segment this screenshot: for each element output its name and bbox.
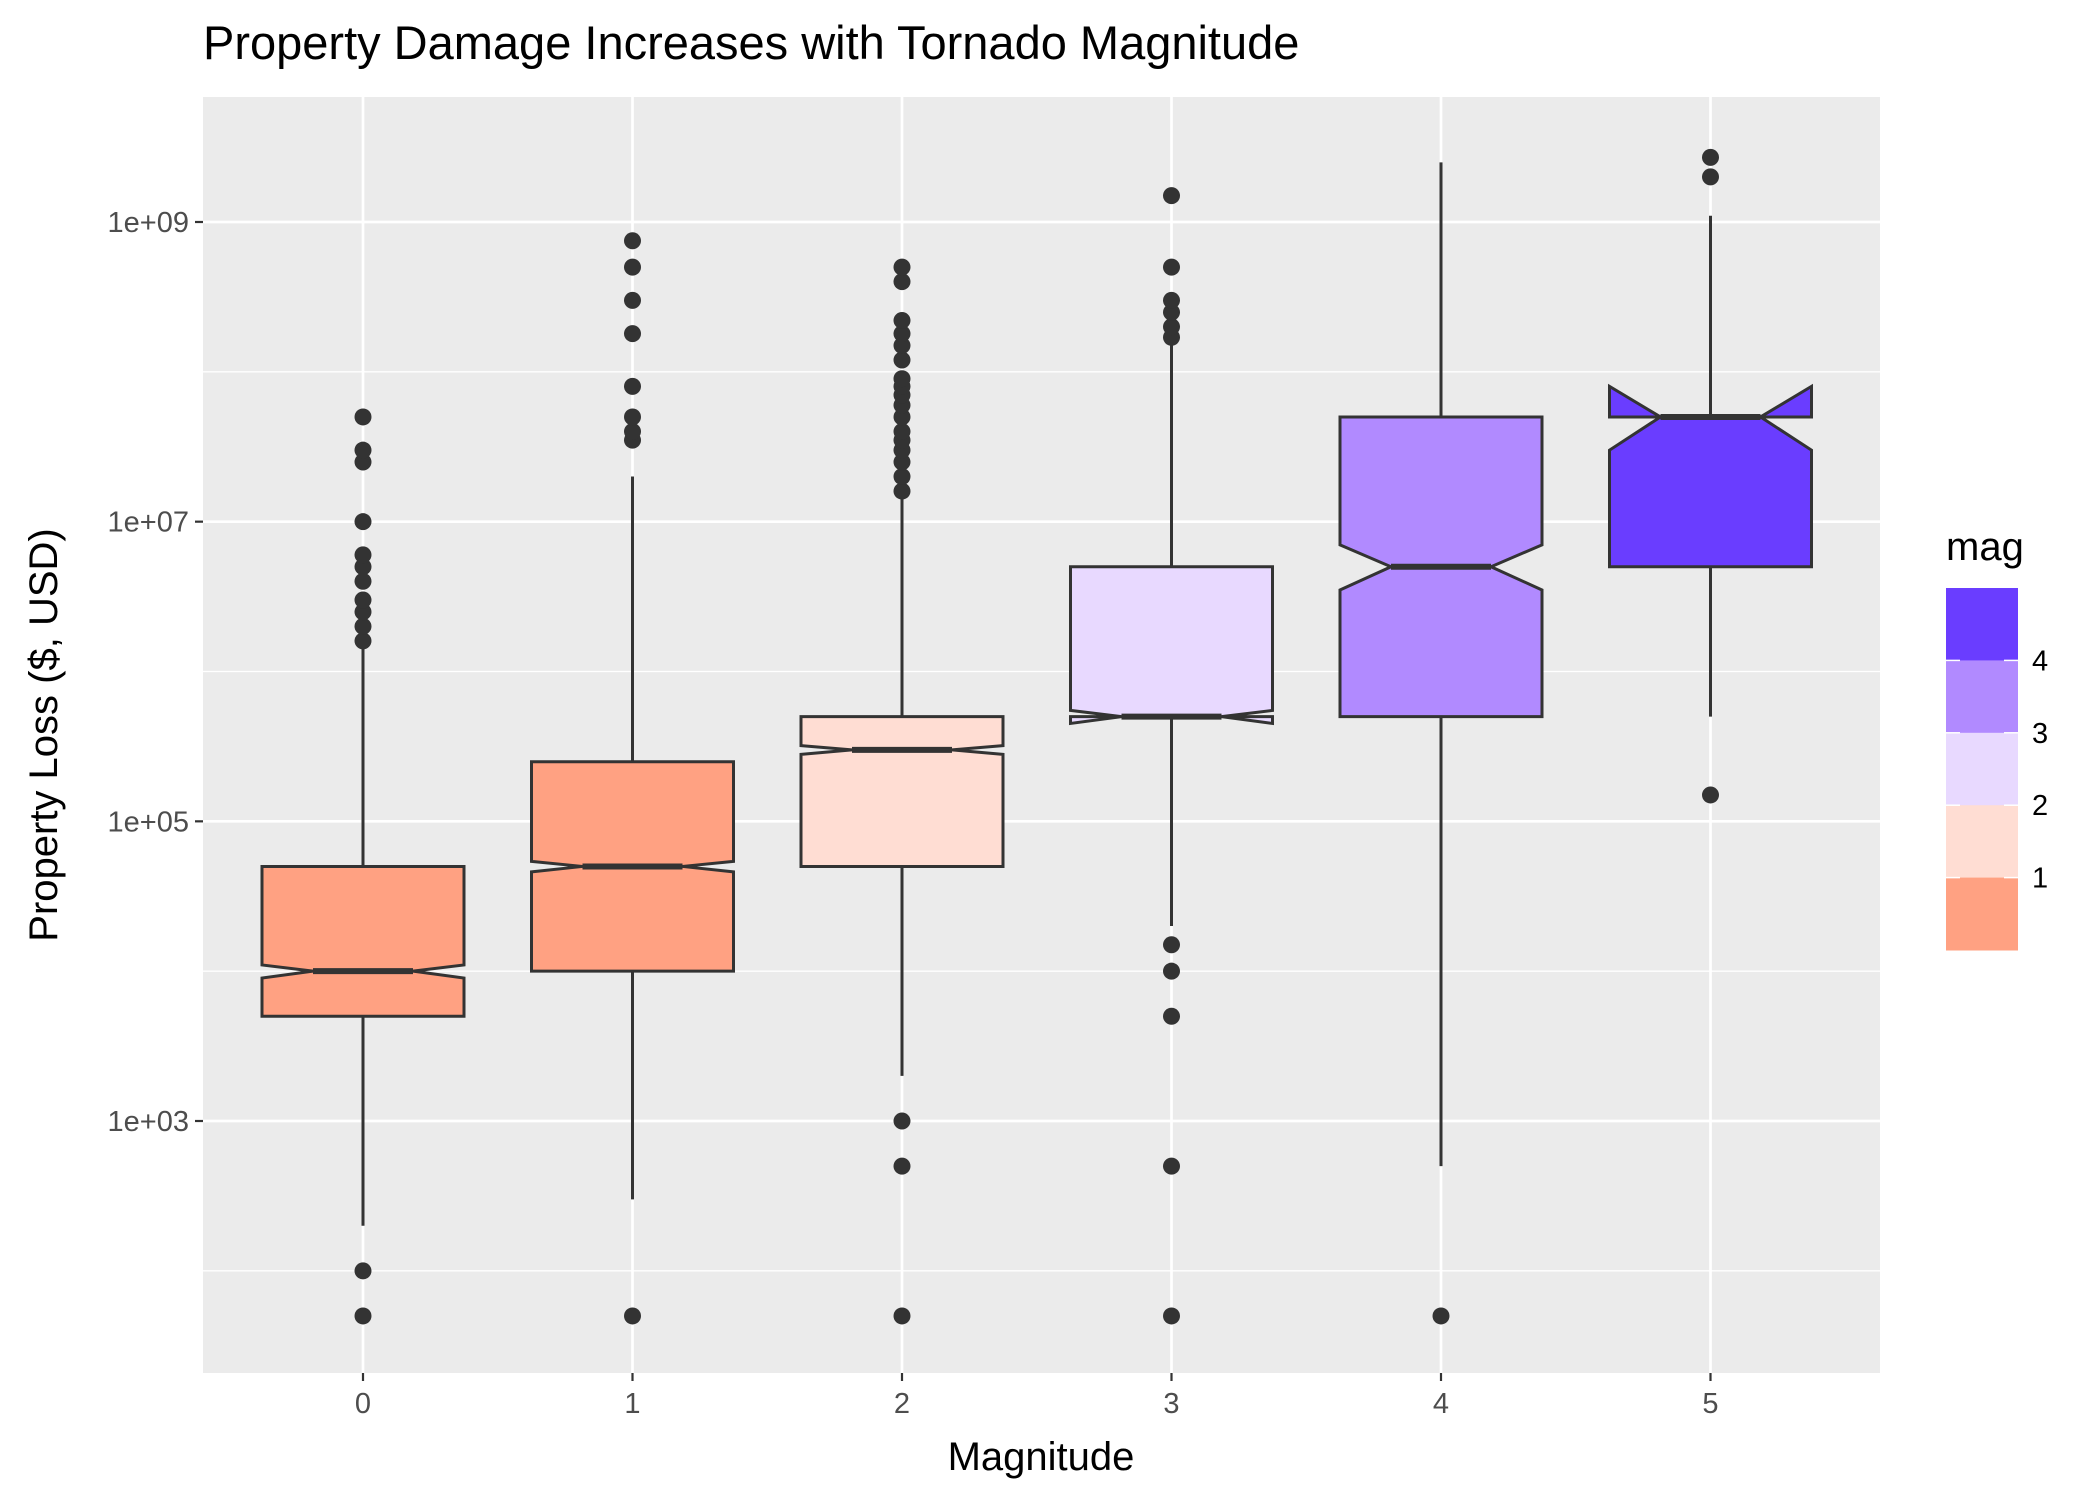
outlier-point bbox=[893, 370, 911, 388]
chart-title: Property Damage Increases with Tornado M… bbox=[203, 16, 1299, 69]
y-axis: 1e+03 1e+05 1e+07 1e+09 bbox=[108, 207, 203, 1138]
legend-color-step bbox=[1946, 588, 2018, 661]
legend-color-step bbox=[1946, 805, 2018, 879]
outlier-point bbox=[893, 273, 911, 291]
outlier-point bbox=[1163, 291, 1180, 309]
outlier-point bbox=[1163, 318, 1180, 336]
outlier-point bbox=[1163, 962, 1180, 980]
box-1 bbox=[530, 232, 735, 1325]
outlier-point bbox=[893, 1157, 911, 1175]
outlier-point bbox=[354, 603, 372, 621]
legend: mag 4 3 2 1 bbox=[1946, 525, 2048, 951]
outlier-point bbox=[624, 291, 641, 309]
outlier-point bbox=[1163, 303, 1180, 321]
y-tick-label: 1e+03 bbox=[108, 1106, 189, 1138]
outlier-point bbox=[354, 1262, 372, 1280]
box-5 bbox=[1608, 148, 1813, 804]
outlier-point bbox=[354, 572, 372, 590]
outlier-point bbox=[624, 232, 641, 250]
outlier-point bbox=[1163, 1007, 1180, 1025]
outlier-point bbox=[893, 325, 911, 343]
outlier-point bbox=[624, 408, 641, 426]
outlier-point bbox=[1163, 187, 1180, 205]
boxplots bbox=[260, 148, 1813, 1325]
y-tick-label: 1e+05 bbox=[108, 806, 189, 838]
box-3 bbox=[1069, 187, 1274, 1325]
box-2 bbox=[799, 258, 1005, 1325]
outlier-point bbox=[354, 558, 372, 576]
outlier-point bbox=[893, 482, 911, 500]
x-tick-label: 0 bbox=[355, 1388, 371, 1420]
y-tick-label: 1e+09 bbox=[108, 207, 189, 239]
x-tick-label: 3 bbox=[1163, 1388, 1179, 1420]
x-tick-label: 1 bbox=[624, 1388, 640, 1420]
outlier-point bbox=[893, 468, 911, 486]
outlier-point bbox=[1702, 786, 1719, 804]
outlier-point bbox=[624, 258, 641, 276]
outlier-point bbox=[624, 422, 641, 440]
outlier-point bbox=[893, 351, 911, 369]
outlier-point bbox=[354, 513, 372, 531]
outlier-point bbox=[1163, 1157, 1180, 1175]
legend-label: 4 bbox=[2032, 645, 2048, 677]
outlier-point bbox=[893, 1307, 911, 1325]
outlier-point bbox=[354, 453, 372, 471]
legend-color-step bbox=[1946, 732, 2018, 806]
box-body bbox=[1608, 383, 1813, 569]
outlier-point bbox=[893, 453, 911, 471]
outlier-point bbox=[893, 422, 911, 440]
legend-label: 2 bbox=[2032, 790, 2048, 822]
outlier-point bbox=[1163, 258, 1180, 276]
y-tick-label: 1e+07 bbox=[108, 507, 189, 539]
y-axis-title: Property Loss ($, USD) bbox=[22, 528, 66, 941]
outlier-point bbox=[624, 325, 641, 343]
legend-label: 3 bbox=[2032, 718, 2048, 750]
outlier-point bbox=[1163, 936, 1180, 954]
outlier-point bbox=[624, 377, 641, 395]
outlier-point bbox=[354, 441, 372, 459]
x-axis-title: Magnitude bbox=[948, 1435, 1135, 1479]
outlier-point bbox=[624, 1307, 641, 1325]
legend-label: 1 bbox=[2032, 863, 2048, 895]
box-4 bbox=[1338, 162, 1544, 1325]
outlier-point bbox=[1163, 1307, 1180, 1325]
outlier-point bbox=[354, 546, 372, 564]
box-0 bbox=[260, 408, 466, 1325]
legend-title: mag bbox=[1946, 525, 2024, 569]
outlier-point bbox=[1432, 1307, 1450, 1325]
outlier-point bbox=[354, 1307, 372, 1325]
outlier-point bbox=[893, 1112, 911, 1130]
x-tick-label: 2 bbox=[894, 1388, 910, 1420]
outlier-point bbox=[1702, 168, 1719, 186]
outlier-point bbox=[354, 632, 372, 650]
x-tick-label: 5 bbox=[1702, 1388, 1718, 1420]
x-tick-label: 4 bbox=[1433, 1388, 1449, 1420]
box-body bbox=[799, 715, 1005, 868]
outlier-point bbox=[893, 312, 911, 330]
x-axis: 0 1 2 3 4 5 bbox=[355, 1373, 1719, 1420]
outlier-point bbox=[354, 408, 372, 426]
outlier-point bbox=[1702, 148, 1719, 166]
outlier-point bbox=[893, 258, 911, 276]
box-body bbox=[1069, 565, 1274, 726]
outlier-point bbox=[893, 336, 911, 354]
plot-panel bbox=[203, 97, 1880, 1373]
legend-color-step bbox=[1946, 660, 2018, 734]
outlier-point bbox=[354, 617, 372, 635]
legend-color-step bbox=[1946, 877, 2018, 951]
outlier-point bbox=[354, 591, 372, 609]
outlier-point bbox=[893, 408, 911, 426]
box-body bbox=[260, 864, 466, 1018]
